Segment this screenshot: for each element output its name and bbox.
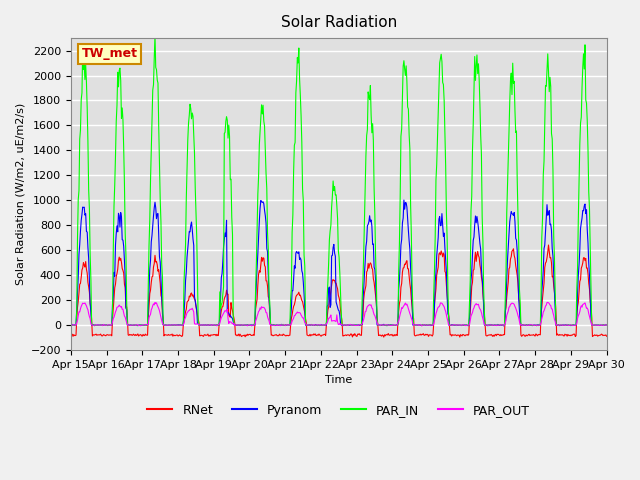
PAR_IN	[77, 127, 84, 133]
PAR_OUT	[404, 303, 412, 309]
PAR_OUT	[214, 322, 222, 327]
PAR_IN	[67, 323, 75, 328]
Text: TW_met: TW_met	[81, 48, 138, 60]
Pyranom	[214, 323, 222, 328]
Line: PAR_IN: PAR_IN	[71, 35, 607, 326]
Pyranom	[67, 322, 75, 328]
Title: Solar Radiation: Solar Radiation	[280, 15, 397, 30]
RNet	[67, 331, 75, 337]
PAR_IN	[91, 323, 99, 329]
PAR_OUT	[544, 300, 552, 305]
PAR_IN	[216, 289, 223, 295]
PAR_OUT	[186, 306, 194, 312]
RNet	[545, 242, 552, 248]
PAR_OUT	[132, 323, 140, 328]
RNet	[420, 332, 428, 338]
RNet	[77, 280, 84, 286]
Pyranom	[400, 197, 408, 203]
RNet	[603, 333, 611, 339]
PAR_OUT	[603, 322, 611, 328]
PAR_IN	[132, 322, 140, 328]
PAR_OUT	[67, 322, 75, 328]
PAR_IN	[405, 132, 413, 138]
PAR_IN	[151, 32, 159, 38]
PAR_IN	[603, 322, 611, 327]
Pyranom	[132, 322, 140, 328]
Line: RNet: RNet	[71, 245, 607, 337]
Pyranom	[77, 228, 84, 234]
PAR_IN	[421, 322, 429, 328]
Pyranom	[500, 323, 508, 329]
Line: PAR_OUT: PAR_OUT	[71, 302, 607, 326]
RNet	[186, 294, 194, 300]
Pyranom	[404, 228, 412, 233]
PAR_OUT	[420, 322, 428, 328]
Legend: RNet, Pyranom, PAR_IN, PAR_OUT: RNet, Pyranom, PAR_IN, PAR_OUT	[142, 399, 535, 422]
Pyranom	[186, 229, 194, 235]
Pyranom	[603, 322, 611, 328]
PAR_OUT	[77, 306, 84, 312]
PAR_IN	[188, 116, 195, 121]
Y-axis label: Solar Radiation (W/m2, uE/m2/s): Solar Radiation (W/m2, uE/m2/s)	[15, 103, 25, 285]
X-axis label: Time: Time	[325, 375, 353, 385]
RNet	[380, 334, 388, 340]
RNet	[214, 333, 222, 338]
RNet	[404, 266, 412, 272]
Line: Pyranom: Pyranom	[71, 200, 607, 326]
RNet	[132, 332, 140, 337]
PAR_OUT	[418, 323, 426, 329]
Pyranom	[420, 322, 428, 328]
